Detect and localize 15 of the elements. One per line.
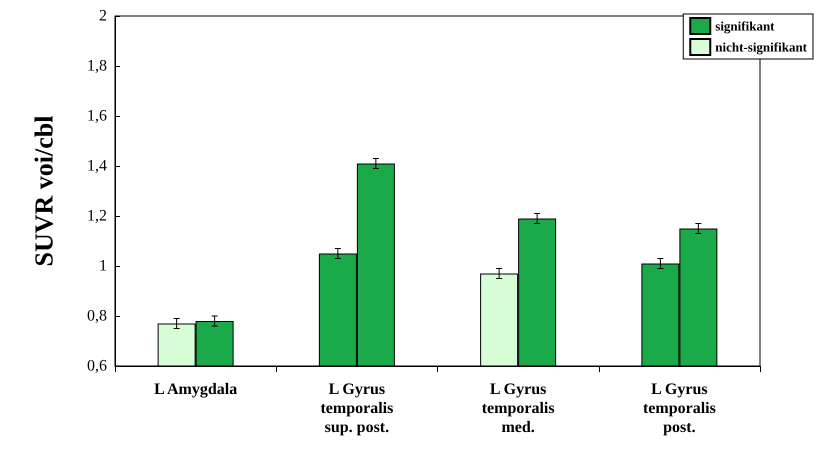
- y-axis-title: SUVR voi/cbl: [30, 116, 58, 266]
- x-tick-label: L Amygdala: [154, 381, 238, 398]
- y-tick-label: 0,8: [87, 308, 107, 324]
- x-tick-label: L Gyrus temporalis post.: [642, 381, 716, 436]
- x-tick-label: L Gyrus temporalis sup. post.: [320, 381, 394, 436]
- y-tick-label: 1: [99, 258, 107, 274]
- y-tick-label: 1,4: [87, 158, 107, 174]
- legend-label: nicht-signifikant: [715, 40, 808, 54]
- y-tick-label: 2: [99, 8, 107, 24]
- y-tick-label: 1,6: [87, 108, 107, 124]
- y-tick-label: 1,8: [87, 58, 107, 74]
- legend-label: signifikant: [715, 18, 776, 34]
- y-tick-label: 0,6: [87, 358, 107, 374]
- y-tick-label: 1,2: [87, 208, 107, 224]
- x-tick-label: L Gyrus temporalis med.: [482, 381, 555, 436]
